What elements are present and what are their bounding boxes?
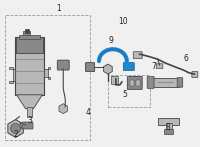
Circle shape bbox=[11, 123, 21, 133]
FancyBboxPatch shape bbox=[22, 122, 33, 129]
Polygon shape bbox=[9, 67, 15, 83]
Polygon shape bbox=[17, 95, 42, 109]
Bar bbox=[108, 75, 150, 107]
Bar bbox=[152, 78, 179, 87]
Text: 3: 3 bbox=[27, 116, 32, 125]
Bar bbox=[19, 35, 40, 39]
FancyBboxPatch shape bbox=[57, 60, 69, 70]
Polygon shape bbox=[104, 64, 112, 74]
Text: 9: 9 bbox=[108, 36, 113, 45]
FancyBboxPatch shape bbox=[123, 63, 134, 71]
FancyBboxPatch shape bbox=[133, 52, 142, 59]
Polygon shape bbox=[44, 67, 50, 79]
Text: 1: 1 bbox=[56, 4, 61, 13]
Text: 6: 6 bbox=[184, 54, 189, 63]
FancyBboxPatch shape bbox=[16, 37, 43, 53]
Bar bbox=[130, 80, 134, 86]
Bar bbox=[158, 118, 179, 125]
Bar bbox=[5, 15, 90, 140]
Text: 8: 8 bbox=[165, 123, 170, 132]
Bar bbox=[136, 80, 140, 86]
FancyBboxPatch shape bbox=[86, 63, 95, 72]
Bar bbox=[166, 123, 172, 130]
Bar bbox=[23, 31, 30, 37]
FancyBboxPatch shape bbox=[177, 78, 183, 87]
Text: 7: 7 bbox=[151, 62, 156, 71]
Bar bbox=[25, 29, 29, 33]
Text: 10: 10 bbox=[118, 17, 128, 26]
Bar bbox=[164, 130, 173, 134]
FancyBboxPatch shape bbox=[156, 64, 163, 68]
Bar bbox=[27, 107, 32, 117]
Text: 4: 4 bbox=[86, 108, 91, 117]
FancyBboxPatch shape bbox=[111, 76, 118, 84]
Text: 5: 5 bbox=[122, 90, 127, 99]
Polygon shape bbox=[59, 104, 68, 114]
Polygon shape bbox=[8, 120, 23, 137]
FancyBboxPatch shape bbox=[192, 72, 198, 77]
Text: 2: 2 bbox=[13, 130, 18, 139]
FancyBboxPatch shape bbox=[15, 37, 44, 95]
FancyBboxPatch shape bbox=[127, 76, 142, 89]
FancyBboxPatch shape bbox=[147, 76, 154, 88]
